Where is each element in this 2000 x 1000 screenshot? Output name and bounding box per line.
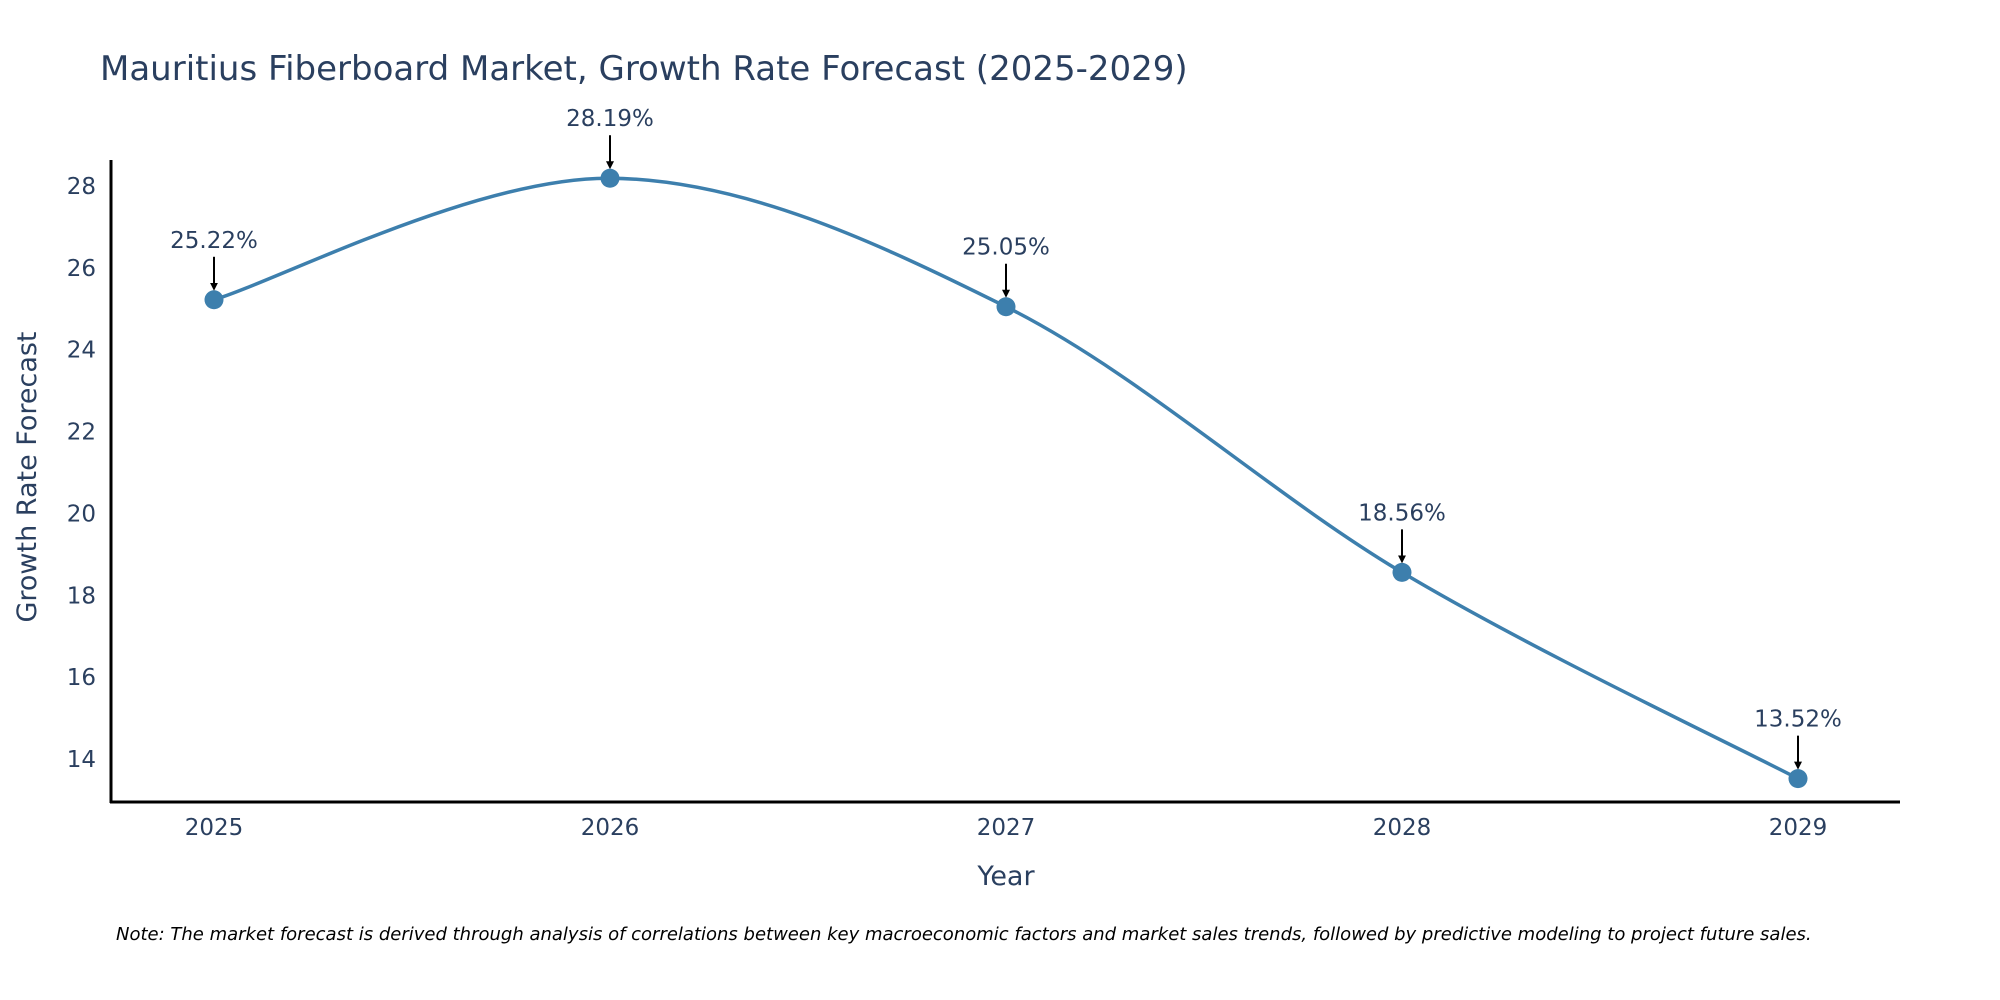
x-tick-label: 2027 bbox=[977, 815, 1036, 841]
data-label: 28.19% bbox=[566, 106, 654, 132]
y-tick-label: 20 bbox=[67, 501, 96, 527]
data-markers bbox=[204, 168, 1808, 789]
data-annotations: 25.22% 28.19% 25.05% 18.56% 13.52% bbox=[170, 106, 1842, 770]
x-tick-label: 2025 bbox=[185, 815, 244, 841]
y-tick-label: 26 bbox=[67, 256, 96, 282]
data-label: 18.56% bbox=[1358, 500, 1446, 526]
x-axis-ticks: 2025 2026 2027 2028 2029 bbox=[185, 815, 1828, 841]
y-tick-label: 24 bbox=[67, 338, 96, 364]
y-tick-label: 16 bbox=[67, 665, 96, 691]
data-point bbox=[1788, 769, 1808, 789]
x-tick-label: 2029 bbox=[1769, 815, 1828, 841]
y-tick-label: 28 bbox=[67, 174, 96, 200]
y-tick-label: 18 bbox=[67, 583, 96, 609]
y-tick-label: 22 bbox=[67, 420, 96, 446]
x-tick-label: 2026 bbox=[581, 815, 640, 841]
y-axis-ticks: 14 16 18 20 22 24 26 28 bbox=[67, 174, 96, 773]
y-tick-label: 14 bbox=[67, 747, 96, 773]
data-point bbox=[1392, 562, 1412, 582]
x-tick-label: 2028 bbox=[1373, 815, 1432, 841]
data-point bbox=[204, 290, 224, 310]
data-point bbox=[996, 297, 1016, 317]
data-label: 25.22% bbox=[170, 228, 258, 254]
y-axis-title: Growth Rate Forecast bbox=[12, 331, 43, 622]
data-point bbox=[600, 168, 620, 188]
x-axis-title: Year bbox=[976, 861, 1035, 892]
footnote: Note: The market forecast is derived thr… bbox=[116, 924, 1812, 945]
data-label: 13.52% bbox=[1754, 707, 1842, 733]
data-label: 25.05% bbox=[962, 235, 1050, 261]
chart-title: Mauritius Fiberboard Market, Growth Rate… bbox=[100, 49, 1188, 89]
